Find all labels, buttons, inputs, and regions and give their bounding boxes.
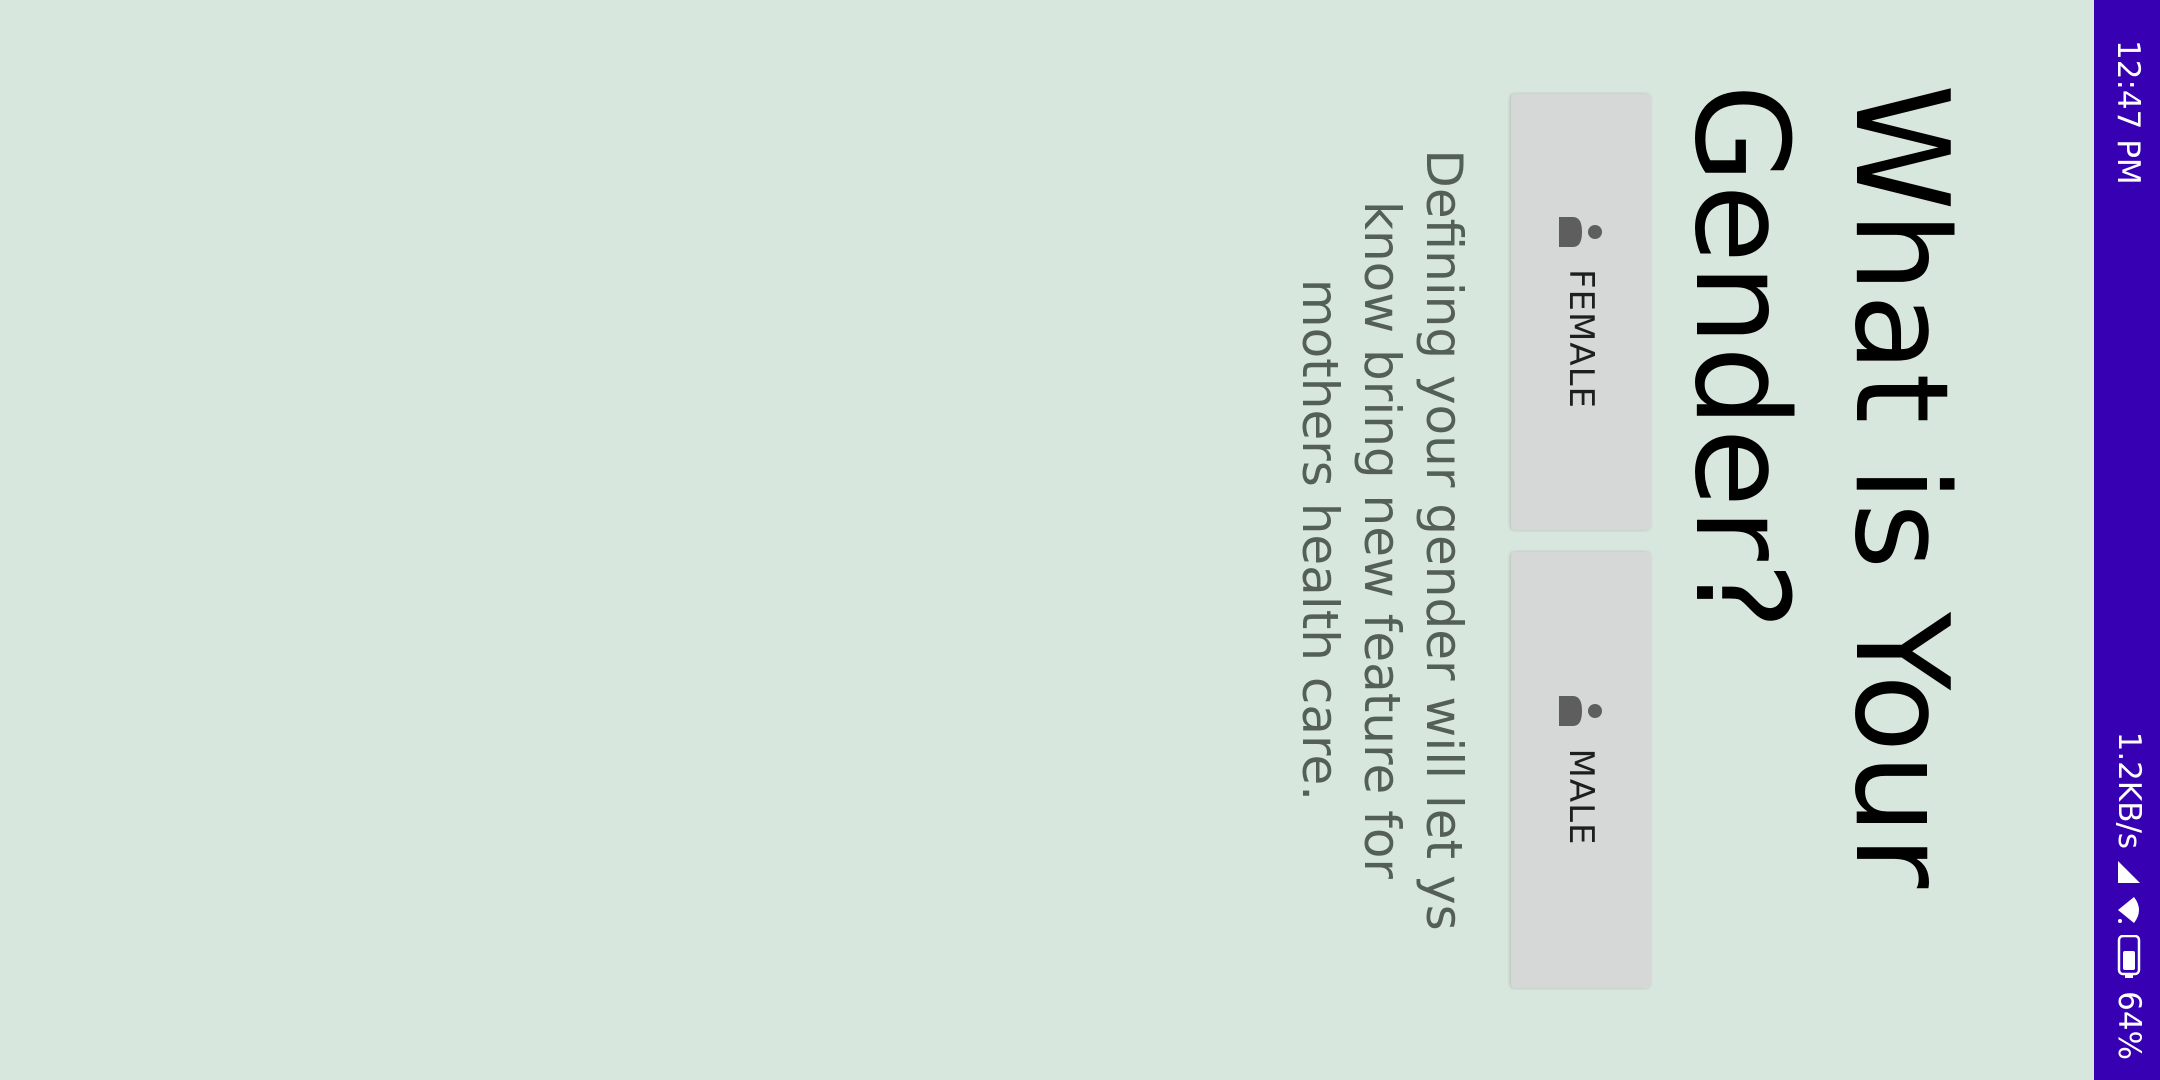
female-button[interactable]: FEMALE (1511, 94, 1651, 530)
status-time: 12:47 PM (2110, 40, 2146, 185)
male-button[interactable]: MALE (1511, 552, 1651, 988)
network-speed: 1.2KB/s (2111, 731, 2147, 850)
person-icon (1559, 694, 1603, 728)
female-button-label: FEMALE (1561, 268, 1601, 410)
status-bar: 12:47 PM 1.2KB/s 64% (2094, 0, 2160, 1080)
male-button-label: MALE (1561, 748, 1601, 846)
cellular-signal-icon (2116, 859, 2142, 885)
wifi-icon (2116, 895, 2142, 925)
person-icon (1559, 215, 1603, 249)
description-text: Defining your gender will let ys know br… (1291, 149, 1473, 931)
page-title: What is Your Gender? (1666, 84, 1975, 890)
status-icons: 1.2KB/s 64% (2111, 732, 2147, 1060)
battery-icon (2117, 935, 2141, 981)
battery-percent: 64% (2111, 991, 2147, 1060)
